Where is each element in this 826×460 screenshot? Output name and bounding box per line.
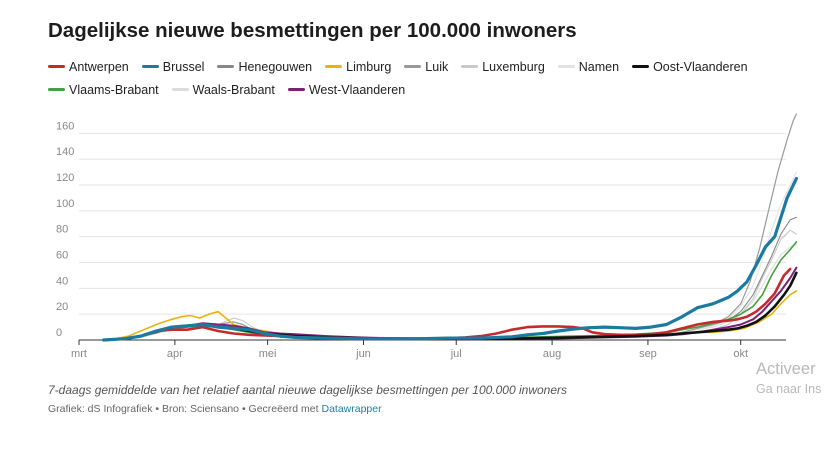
legend-label: Waals-Brabant bbox=[192, 82, 275, 97]
legend-label: Henegouwen bbox=[238, 59, 313, 74]
x-axis-ticks: mrt apr mei jun jul aug sep okt bbox=[71, 340, 748, 360]
x-tick-label: aug bbox=[543, 348, 561, 360]
legend-item: Vlaams-Brabant bbox=[48, 82, 159, 97]
legend-item: Waals-Brabant bbox=[171, 82, 275, 97]
legend-swatch bbox=[48, 65, 65, 68]
legend-label: Brussel bbox=[162, 59, 205, 74]
x-tick-label: mei bbox=[259, 348, 277, 360]
y-tick-label: 40 bbox=[56, 275, 68, 287]
chart-caption: 7-daags gemiddelde van het relatief aant… bbox=[48, 383, 568, 397]
legend-label: West-Vlaanderen bbox=[308, 82, 406, 97]
legend-swatch bbox=[141, 65, 159, 68]
legend-item: West-Vlaanderen bbox=[287, 82, 406, 97]
windows-activation-watermark: Activeer Ga naar Ins bbox=[756, 360, 821, 396]
legend-label: Limburg bbox=[346, 59, 392, 74]
legend-label: Vlaams-Brabant bbox=[69, 82, 159, 97]
legend-item: Luxemburg bbox=[461, 59, 545, 74]
legend-label: Luik bbox=[425, 59, 449, 74]
y-tick-label: 120 bbox=[56, 172, 74, 184]
y-tick-label: 60 bbox=[56, 250, 68, 262]
series-line-luik bbox=[103, 113, 798, 341]
chart-legend: Antwerpen Brussel Henegouwen Limburg Luik Lux… bbox=[48, 59, 808, 97]
legend-swatch bbox=[171, 88, 189, 91]
y-axis-ticks: 0 20 40 60 80 100 120 140 160 bbox=[56, 120, 74, 339]
y-tick-label: 100 bbox=[56, 198, 74, 210]
legend-label: Oost-Vlaanderen bbox=[653, 59, 748, 74]
legend-swatch bbox=[287, 88, 305, 91]
legend-swatch bbox=[48, 88, 65, 91]
legend-swatch bbox=[461, 65, 479, 68]
chart-title: Dagelijkse nieuwe besmettingen per 100.0… bbox=[48, 19, 577, 42]
x-tick-label: apr bbox=[167, 348, 183, 360]
legend-swatch bbox=[404, 65, 422, 68]
legend-item: Luik bbox=[404, 59, 448, 74]
legend-label: Namen bbox=[578, 59, 620, 74]
legend-swatch bbox=[557, 65, 575, 68]
legend-item: Namen bbox=[557, 59, 620, 74]
x-tick-label: sep bbox=[639, 348, 657, 360]
legend-label: Antwerpen bbox=[69, 59, 129, 74]
watermark-line-1: Activeer bbox=[756, 360, 816, 378]
legend-item: Antwerpen bbox=[48, 59, 129, 74]
legend-item: Limburg bbox=[325, 59, 391, 74]
series-line-antwerpen bbox=[102, 267, 792, 342]
y-tick-label: 80 bbox=[56, 224, 68, 236]
y-tick-label: 0 bbox=[56, 327, 62, 339]
y-tick-label: 20 bbox=[56, 301, 68, 313]
legend-swatch bbox=[217, 65, 235, 68]
legend-item: Henegouwen bbox=[217, 59, 312, 74]
x-tick-label: okt bbox=[733, 348, 748, 360]
x-tick-label: jun bbox=[355, 348, 371, 360]
series-lines bbox=[102, 113, 799, 342]
datawrapper-link[interactable]: Datawrapper bbox=[321, 403, 382, 415]
legend-label: Luxemburg bbox=[482, 59, 545, 74]
series-line-henegouwen bbox=[103, 216, 797, 341]
legend-swatch bbox=[632, 65, 650, 68]
legend-item: Oost-Vlaanderen bbox=[632, 59, 748, 74]
series-line-brussel bbox=[102, 177, 799, 342]
legend-item: Brussel bbox=[141, 59, 205, 74]
grid-lines bbox=[79, 132, 786, 341]
y-tick-label: 160 bbox=[56, 120, 74, 132]
y-tick-label: 140 bbox=[56, 146, 74, 158]
legend-swatch bbox=[325, 65, 343, 68]
watermark-line-2: Ga naar Ins bbox=[756, 382, 822, 396]
x-tick-label: mrt bbox=[71, 348, 87, 360]
x-tick-label: jul bbox=[450, 348, 462, 360]
chart-credit: Grafiek: dS Infografiek • Bron: Sciensan… bbox=[48, 403, 382, 415]
credit-text: Grafiek: dS Infografiek • Bron: Sciensan… bbox=[48, 403, 322, 415]
